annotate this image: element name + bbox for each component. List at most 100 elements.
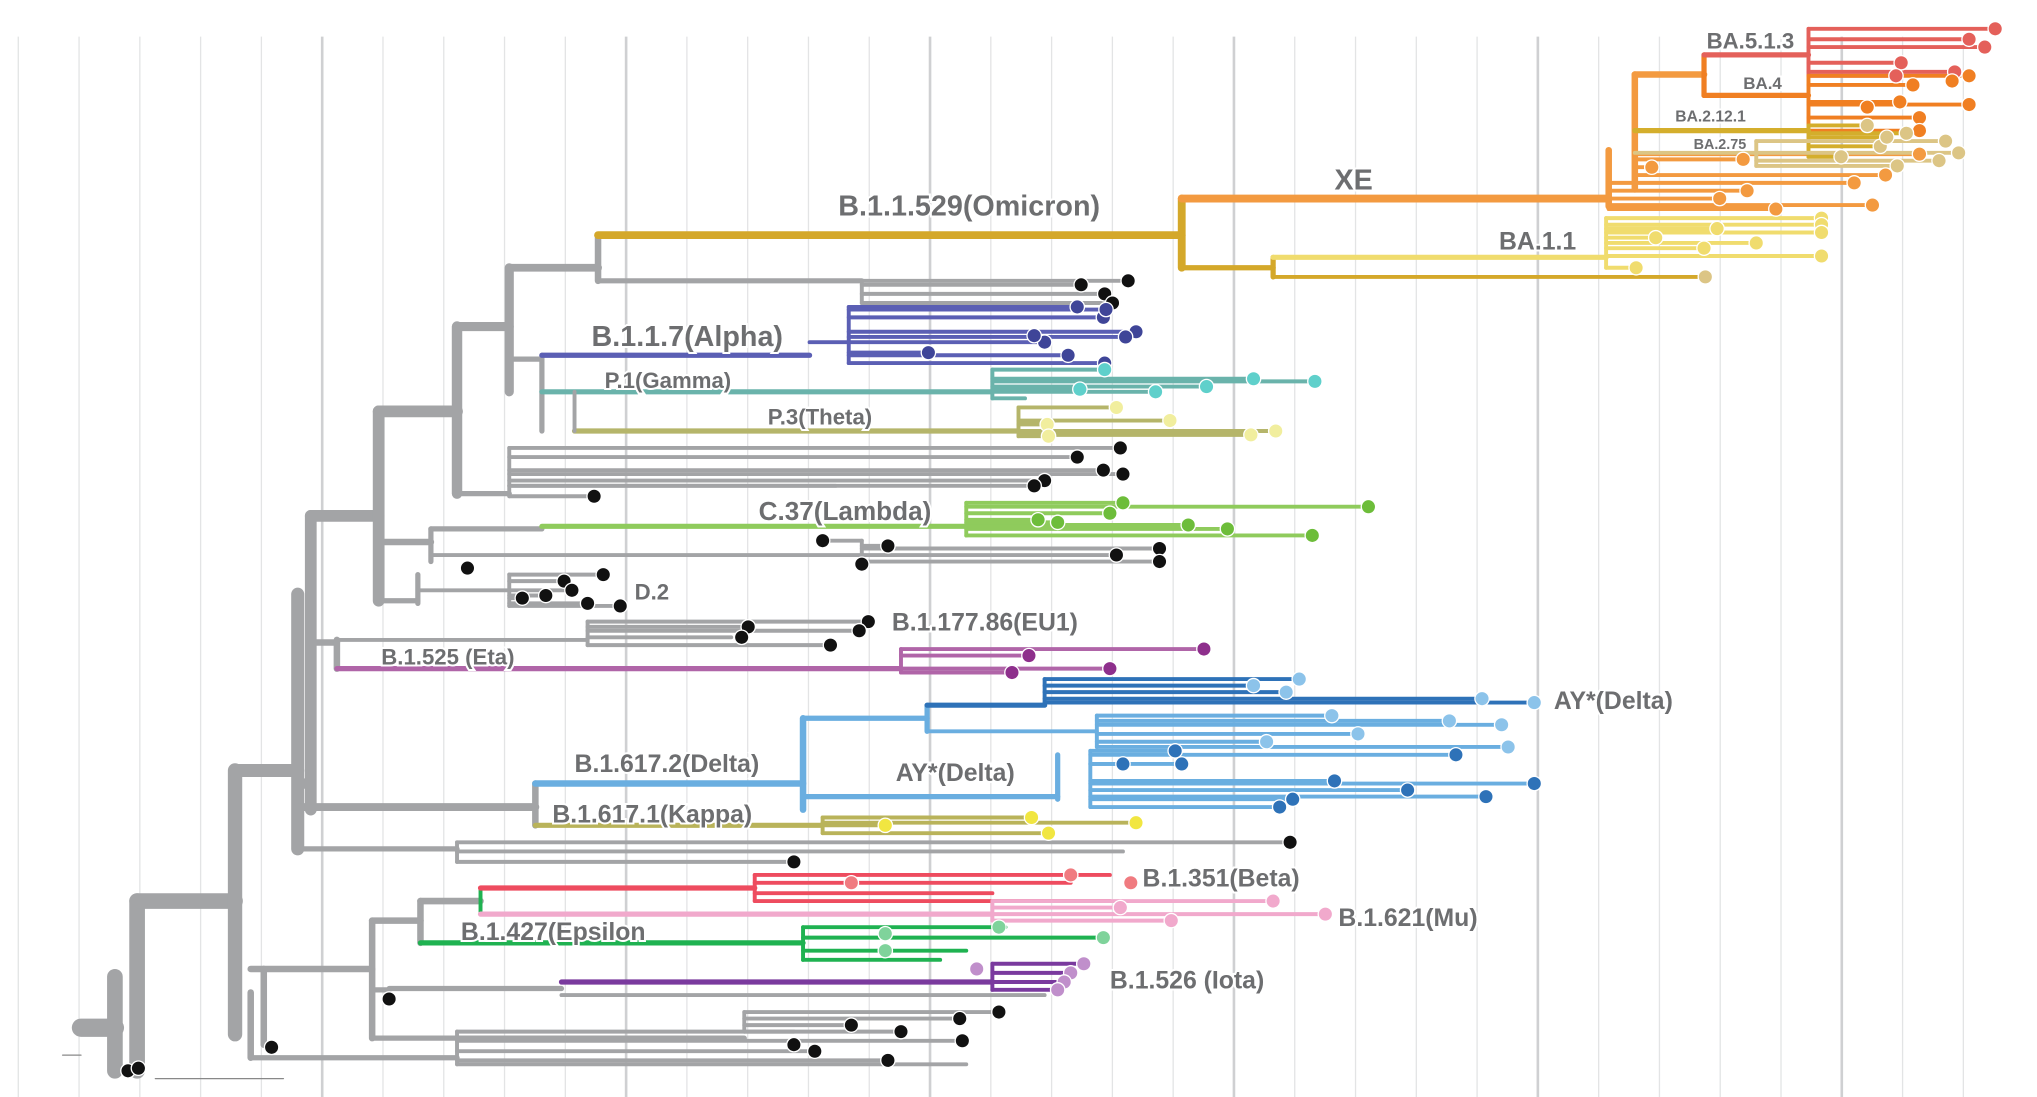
tip-dot [1879,129,1895,146]
tip-dot [991,919,1007,936]
tip-dot [991,1004,1007,1020]
tip-dot [1284,791,1301,808]
tip-dot [1265,893,1281,909]
tip-dot [851,622,868,639]
tip-dot [1937,133,1954,149]
tip-dot [1122,874,1139,891]
tip-dot [877,817,894,834]
tip-dot [1030,511,1046,528]
tip-dot [1739,182,1755,199]
tip-dot [1441,713,1458,729]
tip-dot [1748,235,1765,251]
tip-dot [586,488,602,505]
label-iota: B.1.526 (Iota) [1110,968,1264,995]
tip-dot [1112,899,1129,916]
tip-dot [1317,906,1334,922]
tip-dot [1112,440,1129,456]
tip-dot [381,991,397,1007]
label-ba4: BA.4 [1743,74,1782,93]
tip-dot [1324,707,1340,724]
tip-dot [1889,158,1906,174]
tip-dot [1931,152,1947,169]
tip-dot [1911,109,1928,126]
tip-dot [877,925,894,942]
tip-dot [1062,867,1079,883]
tip-dot [1474,690,1490,707]
tip-dot [1877,167,1894,183]
tip-dot [920,344,937,361]
tip-dot [880,1052,896,1069]
tip-dot [595,566,612,583]
tip-dot [1944,73,1960,89]
tip-dot [843,1017,860,1033]
tip-dot [1961,67,1977,84]
tip-dot [1987,20,2004,37]
label-alpha: B.1.1.7(Alpha) [592,321,784,353]
tip-dot [1075,955,1092,972]
grid-lines [17,36,1965,1097]
label-ba5-1-3: BA.5.1.3 [1707,28,1795,53]
tip-dot [860,613,877,630]
tip-dot [1304,527,1321,544]
tip-dot [514,590,531,606]
tip-dot [968,961,985,977]
tip-dot [1278,684,1295,700]
label-epsilon: B.1.427(Epsilon [461,919,646,946]
tip-dot [806,1043,823,1060]
tip-dot [786,1036,802,1053]
tip-dot [1245,370,1262,387]
tip-dot [1243,427,1259,443]
tip-dot [1864,197,1881,213]
tip-dot [1151,540,1168,557]
label-ba1-1: BA.1.1 [1499,228,1576,255]
tip-dot [1628,259,1644,276]
tip-dot [877,942,894,959]
label-d2: D.2 [635,579,670,604]
label-xe: XE [1334,164,1372,196]
tip-dot [893,1023,909,1040]
branches [62,26,1998,1080]
tip-dot [1282,834,1298,851]
tip-dot [1905,77,1921,93]
tip-dot [733,629,750,646]
tip-dot [954,1032,971,1049]
tip-dot [1961,31,1977,48]
tip-dot [1526,694,1543,711]
label-ay-delta-lower: AY*(Delta) [896,760,1015,787]
tip-dot [1911,122,1928,139]
tip-dot [1478,788,1494,805]
tip-dot [1696,240,1712,257]
tip-dot [1813,224,1830,241]
tip-dot [1120,272,1137,289]
tip-dot [1859,117,1876,134]
tip-dot [1196,641,1212,657]
tip-dot [1859,99,1876,115]
tip-dot [1026,327,1043,344]
tip-dot [1060,347,1076,364]
tip-dot [1151,553,1168,570]
label-eta: B.1.525 (Eta) [381,645,514,670]
label-ay-delta-upper: AY*(Delta) [1554,688,1673,715]
tip-dot [1173,756,1190,772]
tip-dot [1098,301,1114,318]
tip-dot [1040,825,1057,841]
tip-dot [1526,775,1543,792]
label-ba2-75: BA.2.75 [1694,137,1747,153]
tip-dot [1326,773,1343,789]
tip-dot [612,598,629,614]
tip-dot [1026,477,1043,494]
tip-dot [1004,664,1020,681]
tip-dot [1271,799,1288,815]
tip-dot [1399,782,1416,798]
tip-dot [1198,378,1215,395]
label-ba2-12-1: BA.2.12.1 [1675,109,1746,126]
tip-dot [1147,383,1164,400]
tip-dot [1267,423,1284,439]
tip-dot [1898,125,1915,142]
tip-dot [853,556,870,573]
clade-labels: BA.5.1.3 BA.4 BA.2.12.1 BA.2.75 XE B.1.1… [379,26,1796,996]
tip-dot [1360,498,1377,515]
tip-dot [1245,677,1262,694]
tip-dot [263,1039,280,1056]
